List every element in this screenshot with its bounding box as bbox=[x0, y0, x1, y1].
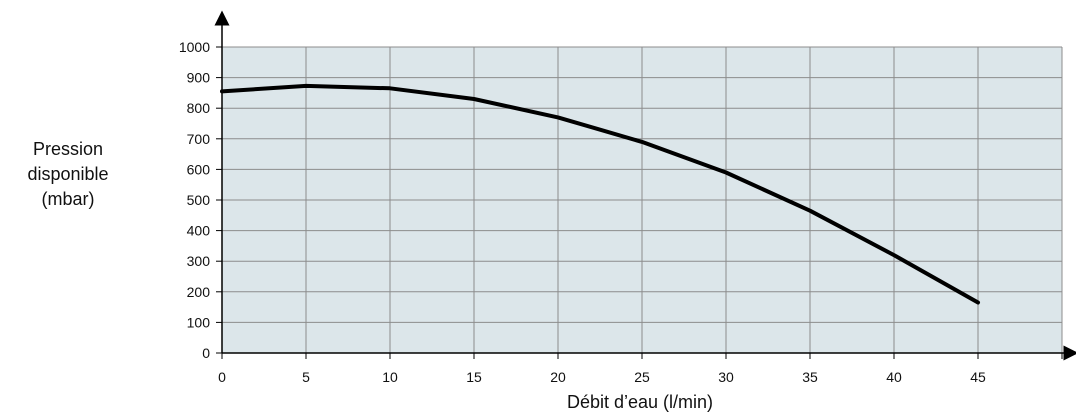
y-tick-label: 200 bbox=[187, 284, 211, 300]
x-tick-label: 5 bbox=[302, 369, 310, 385]
y-tick-label: 100 bbox=[187, 314, 211, 330]
x-tick-label: 20 bbox=[550, 369, 566, 385]
grid bbox=[221, 46, 1063, 354]
y-axis-title-line-2: disponible bbox=[27, 164, 108, 184]
y-tick-label: 1000 bbox=[179, 39, 210, 55]
series-layer bbox=[220, 83, 980, 305]
x-tick-label: 35 bbox=[802, 369, 818, 385]
y-tick-label: 300 bbox=[187, 253, 211, 269]
axes bbox=[214, 10, 1076, 361]
x-tick-label: 10 bbox=[382, 369, 398, 385]
y-tick-label: 900 bbox=[187, 70, 211, 86]
y-tick-label: 600 bbox=[187, 161, 211, 177]
x-tick-label: 25 bbox=[634, 369, 650, 385]
y-axis-title-line-3: (mbar) bbox=[42, 189, 95, 209]
y-tick-label: 700 bbox=[187, 131, 211, 147]
y-tick-label: 500 bbox=[187, 192, 211, 208]
x-axis-title: Débit d’eau (l/min) bbox=[567, 392, 713, 412]
y-tick-label: 400 bbox=[187, 223, 211, 239]
y-tick-label: 0 bbox=[202, 345, 210, 361]
series-line bbox=[220, 83, 980, 305]
y-tick-label: 800 bbox=[187, 100, 211, 116]
x-tick-label: 15 bbox=[466, 369, 482, 385]
y-axis-title-line-1: Pression bbox=[33, 139, 103, 159]
x-tick-label: 30 bbox=[718, 369, 734, 385]
x-tick-label: 0 bbox=[218, 369, 226, 385]
x-tick-label: 40 bbox=[886, 369, 902, 385]
tick-labels: 0 100 200 300 400 500 600 700 800 900 1000 0 5 10 15 20… bbox=[179, 39, 986, 385]
x-tick-label: 45 bbox=[970, 369, 986, 385]
y-axis-title: Pression disponible (mbar) bbox=[27, 139, 108, 209]
